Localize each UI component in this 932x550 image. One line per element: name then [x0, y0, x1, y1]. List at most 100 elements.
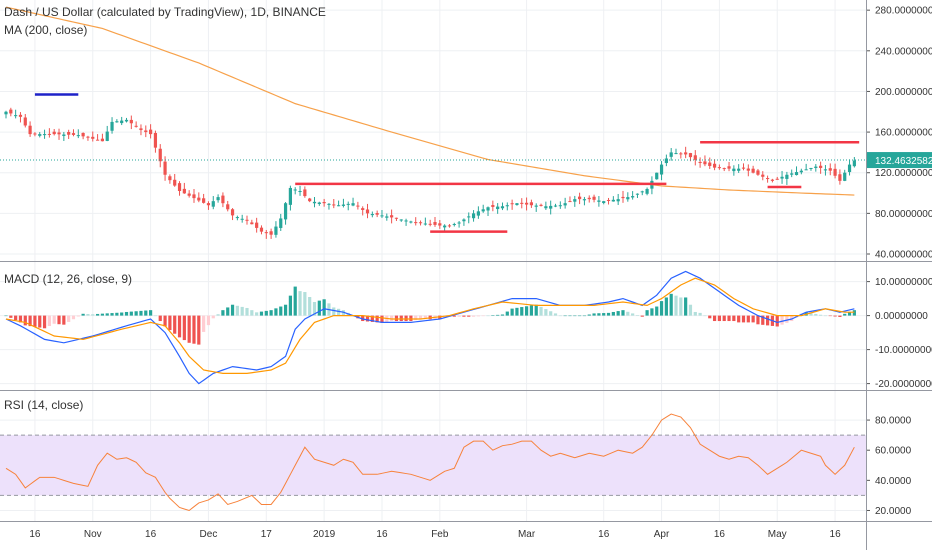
candle-body[interactable]: [679, 153, 683, 155]
candle-body[interactable]: [14, 115, 18, 117]
candle-body[interactable]: [390, 215, 394, 218]
candle-body[interactable]: [341, 204, 346, 206]
candle-body[interactable]: [33, 133, 37, 135]
candle-body[interactable]: [481, 209, 485, 212]
macd-indicator-label[interactable]: MACD (12, 26, close, 9): [4, 272, 133, 286]
candle-body[interactable]: [635, 193, 640, 195]
candle-body[interactable]: [544, 206, 548, 209]
macd-line[interactable]: [5, 270, 855, 385]
candle-body[interactable]: [336, 205, 341, 207]
candle-body[interactable]: [756, 170, 760, 175]
candle-body[interactable]: [737, 168, 741, 171]
candle-body[interactable]: [655, 172, 659, 180]
candle-body[interactable]: [645, 188, 649, 194]
candle-body[interactable]: [202, 198, 206, 203]
candle-body[interactable]: [505, 205, 509, 207]
candle-body[interactable]: [308, 198, 312, 202]
candle-body[interactable]: [447, 225, 452, 227]
candle-body[interactable]: [520, 202, 524, 204]
candle-body[interactable]: [86, 136, 90, 138]
candle-body[interactable]: [375, 213, 379, 215]
candle-body[interactable]: [573, 199, 577, 202]
candle-body[interactable]: [794, 172, 799, 176]
candle-body[interactable]: [226, 204, 230, 210]
candle-body[interactable]: [206, 203, 211, 206]
signal-line[interactable]: [5, 277, 855, 374]
candle-body[interactable]: [524, 202, 529, 205]
candle-body[interactable]: [423, 223, 427, 225]
candle-body[interactable]: [370, 214, 374, 216]
candle-body[interactable]: [549, 205, 553, 209]
candle-body[interactable]: [592, 196, 596, 200]
candle-body[interactable]: [438, 223, 442, 226]
candle-body[interactable]: [279, 218, 283, 228]
candle-body[interactable]: [819, 165, 823, 168]
candle-body[interactable]: [62, 134, 66, 136]
candle-body[interactable]: [529, 202, 534, 206]
candle-body[interactable]: [404, 220, 408, 222]
candle-body[interactable]: [409, 221, 413, 223]
candle-body[interactable]: [746, 168, 750, 171]
ma-indicator-label[interactable]: MA (200, close): [4, 23, 88, 37]
rsi-pane[interactable]: [5, 413, 855, 512]
candle-body[interactable]: [471, 213, 476, 219]
candle-body[interactable]: [462, 219, 466, 222]
candle-body[interactable]: [467, 216, 471, 218]
candle-body[interactable]: [640, 191, 644, 193]
candle-body[interactable]: [761, 174, 765, 177]
candle-body[interactable]: [134, 125, 138, 127]
candle-body[interactable]: [216, 197, 220, 201]
candle-body[interactable]: [187, 193, 191, 196]
candle-body[interactable]: [182, 188, 186, 194]
candle-body[interactable]: [847, 164, 852, 173]
candle-body[interactable]: [775, 178, 779, 180]
candle-body[interactable]: [18, 114, 23, 117]
candle-body[interactable]: [293, 189, 297, 191]
candle-body[interactable]: [428, 223, 432, 225]
candle-body[interactable]: [211, 201, 215, 207]
candle-body[interactable]: [47, 133, 51, 135]
candle-body[interactable]: [539, 204, 543, 206]
candle-body[interactable]: [722, 168, 726, 170]
candle-body[interactable]: [346, 203, 350, 205]
candle-body[interactable]: [91, 136, 95, 139]
candle-body[interactable]: [433, 222, 437, 225]
candle-body[interactable]: [684, 152, 688, 155]
candle-body[interactable]: [399, 219, 403, 221]
candle-body[interactable]: [698, 161, 702, 163]
price-pane[interactable]: [0, 6, 866, 239]
candle-body[interactable]: [230, 209, 235, 216]
candle-body[interactable]: [616, 199, 620, 202]
candle-body[interactable]: [235, 217, 239, 219]
candle-body[interactable]: [317, 202, 321, 204]
candle-body[interactable]: [163, 161, 167, 175]
candle-body[interactable]: [510, 203, 514, 205]
candle-body[interactable]: [71, 133, 76, 135]
candle-body[interactable]: [192, 194, 196, 199]
candle-body[interactable]: [38, 134, 42, 136]
candle-body[interactable]: [110, 121, 114, 131]
candle-body[interactable]: [491, 205, 495, 207]
candle-body[interactable]: [534, 205, 538, 207]
candle-body[interactable]: [568, 201, 572, 203]
candle-body[interactable]: [264, 232, 268, 234]
candle-body[interactable]: [327, 203, 331, 205]
candle-body[interactable]: [578, 196, 582, 200]
candle-body[interactable]: [751, 168, 755, 173]
candle-body[interactable]: [843, 172, 847, 181]
ma200-line[interactable]: [5, 6, 855, 196]
candle-body[interactable]: [4, 111, 8, 115]
candle-body[interactable]: [269, 231, 273, 235]
rsi-line[interactable]: [5, 413, 855, 512]
candle-body[interactable]: [124, 119, 129, 122]
macd-pane[interactable]: [4, 270, 856, 385]
candle-body[interactable]: [741, 167, 746, 169]
candle-body[interactable]: [712, 163, 717, 168]
candle-body[interactable]: [67, 132, 71, 135]
candle-body[interactable]: [452, 224, 456, 226]
candle-body[interactable]: [476, 211, 480, 216]
candle-body[interactable]: [621, 196, 625, 199]
candle-body[interactable]: [558, 205, 562, 207]
candle-body[interactable]: [274, 226, 278, 235]
